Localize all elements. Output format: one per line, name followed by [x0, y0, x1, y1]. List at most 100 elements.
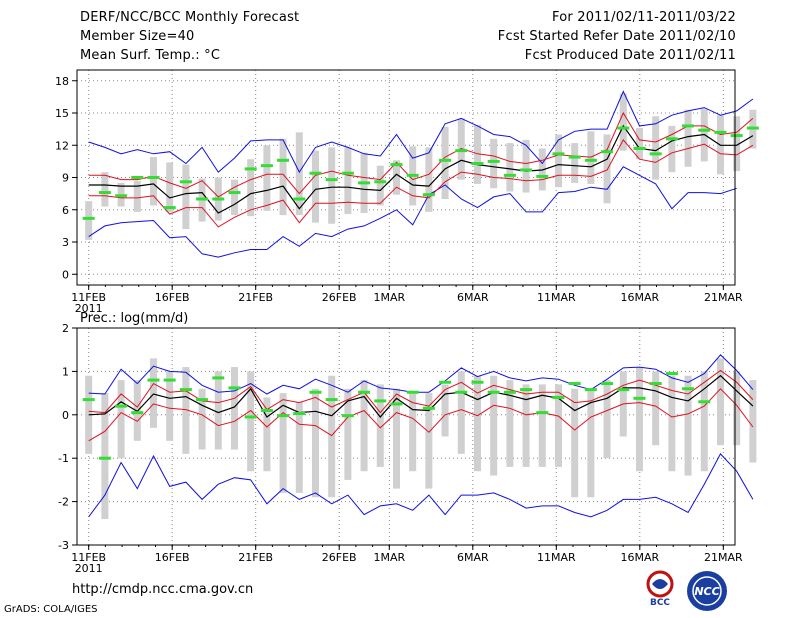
spread-bar — [441, 126, 449, 199]
spread-bar — [554, 134, 562, 188]
max-envelope-line — [88, 90, 754, 174]
y-tick-label: -1 — [58, 452, 69, 465]
median-marker — [649, 152, 662, 156]
spread-bar — [149, 358, 157, 428]
x-tick-label: 26FEB — [322, 291, 357, 304]
median-marker — [682, 124, 695, 128]
spread-bar — [635, 367, 643, 472]
median-marker — [617, 388, 630, 392]
min-envelope-line — [88, 453, 754, 518]
y-tick-label: 3 — [62, 236, 69, 249]
median-marker — [471, 380, 484, 384]
median-marker — [665, 372, 678, 376]
spread-bar — [295, 132, 303, 216]
median-marker — [698, 400, 711, 404]
spread-bar — [311, 388, 319, 498]
x-tick-label: 11FEB — [71, 551, 106, 564]
median-marker — [179, 180, 192, 184]
y-tick-label: 0 — [62, 268, 69, 281]
prec-panel-title: Prec.: log(mm/d) — [80, 311, 188, 326]
spread-bar — [700, 371, 708, 472]
median-marker — [163, 378, 176, 382]
spread-bar — [279, 393, 287, 493]
spread-bar — [360, 380, 368, 472]
median-marker — [98, 456, 111, 460]
spread-bar — [506, 380, 514, 467]
forecast-started-date: Fcst Started Refer Date 2011/02/10 — [497, 29, 736, 44]
spread-bar — [684, 375, 692, 476]
member-size: Member Size=40 — [80, 29, 195, 44]
ncc-logo-text: NCC — [694, 585, 719, 598]
median-marker — [147, 378, 160, 382]
source-url[interactable]: http://cmdp.ncc.cma.gov.cn — [72, 582, 254, 597]
spread-bar — [538, 384, 546, 467]
y-tick-label: 18 — [55, 75, 69, 88]
y-tick-label: 2 — [62, 322, 69, 335]
x-tick-label: 11FEB — [71, 291, 106, 304]
spread-bar — [441, 384, 449, 437]
spread-bar — [733, 116, 741, 172]
spread-bar — [587, 131, 595, 184]
median-marker — [568, 382, 581, 386]
median-marker — [455, 390, 468, 394]
spread-bar — [684, 109, 692, 167]
spread-bar — [295, 401, 303, 493]
y-tick-label: 15 — [55, 107, 69, 120]
spread-bar — [230, 367, 238, 450]
spread-bar — [473, 375, 481, 472]
median-marker — [82, 216, 95, 220]
median-marker — [179, 388, 192, 392]
median-marker — [552, 152, 565, 156]
median-marker — [455, 149, 468, 153]
median-marker — [82, 398, 95, 402]
ensemble-mean-line — [88, 374, 754, 418]
median-marker — [374, 180, 387, 184]
median-marker — [730, 134, 743, 138]
median-marker — [617, 126, 630, 130]
y-tick-label: 0 — [62, 409, 69, 422]
lower-spread-line — [88, 139, 754, 228]
median-marker — [196, 398, 209, 402]
median-marker — [277, 158, 290, 162]
median-marker — [698, 128, 711, 132]
chart-panel-2: -3 -2 -1 0 1 2 11FEB 16FEB 21FEB 26FEB 1MAR 6MAR 11M… — [58, 322, 757, 575]
median-marker — [601, 382, 614, 386]
spread-bar — [182, 367, 190, 454]
median-marker — [422, 193, 435, 197]
median-marker — [520, 388, 533, 392]
spread-bar — [101, 393, 109, 519]
y-tick-label: -3 — [58, 539, 69, 552]
median-marker — [98, 191, 111, 195]
spread-bar — [490, 138, 498, 189]
spread-bar — [749, 380, 757, 463]
median-marker — [422, 406, 435, 410]
spread-bar — [506, 143, 514, 192]
spread-bar — [101, 172, 109, 207]
median-marker — [633, 396, 646, 400]
x-tick-label: 1MAR — [373, 291, 405, 304]
spread-bar — [490, 375, 498, 476]
median-marker — [552, 395, 565, 399]
median-marker — [244, 167, 257, 171]
median-marker — [260, 408, 273, 412]
spread-bar — [311, 150, 319, 223]
x-tick-label: 6MAR — [457, 291, 489, 304]
spread-bar — [133, 180, 141, 212]
min-envelope-line — [88, 166, 737, 258]
bcc-logo: BCC — [646, 570, 674, 607]
x-tick-label: 1MAR — [373, 551, 405, 564]
plot-frame — [76, 327, 736, 546]
median-marker — [406, 173, 419, 177]
x-tick-label: 21FEB — [238, 291, 273, 304]
x-tick-label: 26FEB — [322, 551, 357, 564]
median-marker — [325, 398, 338, 402]
spread-bar — [554, 384, 562, 467]
median-marker — [601, 150, 614, 154]
median-marker — [341, 414, 354, 418]
median-marker — [131, 411, 144, 415]
spread-bar — [733, 371, 741, 446]
y-tick-label: -2 — [58, 496, 69, 509]
spread-bar — [376, 384, 384, 467]
spread-bar — [328, 375, 336, 498]
